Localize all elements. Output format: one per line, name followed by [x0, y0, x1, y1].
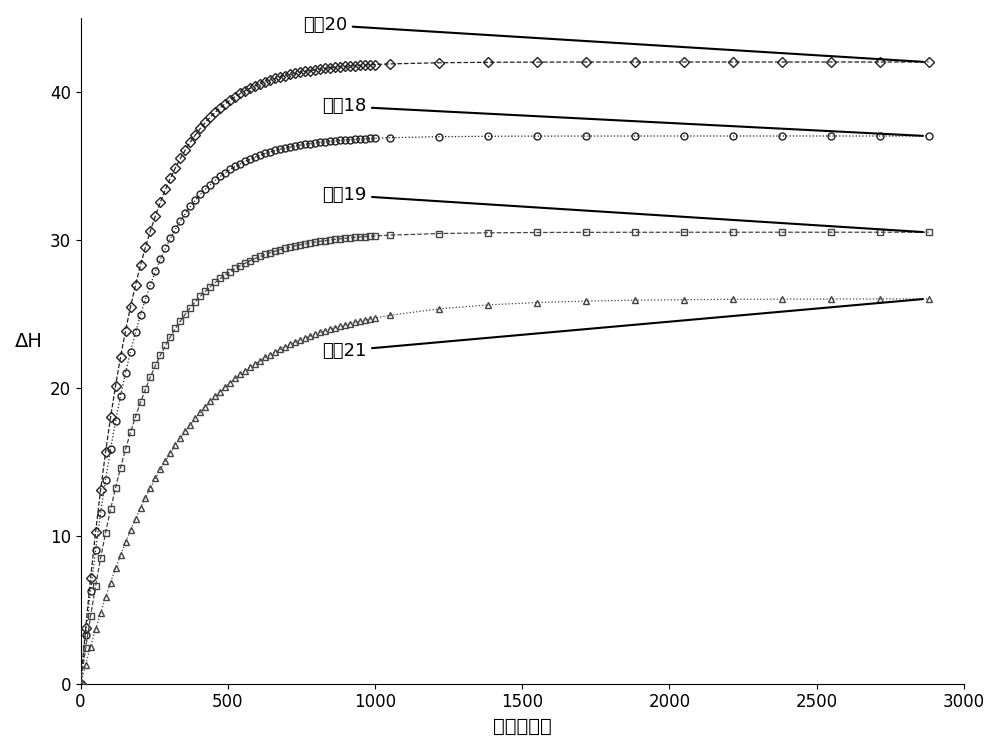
Text: 实例19: 实例19 — [322, 186, 923, 232]
Text: 实例21: 实例21 — [322, 299, 923, 360]
Text: 实例20: 实例20 — [303, 16, 923, 62]
Y-axis label: ΔH: ΔH — [15, 332, 43, 351]
Text: 实例18: 实例18 — [322, 98, 923, 136]
X-axis label: 时间（分）: 时间（分） — [493, 717, 552, 736]
